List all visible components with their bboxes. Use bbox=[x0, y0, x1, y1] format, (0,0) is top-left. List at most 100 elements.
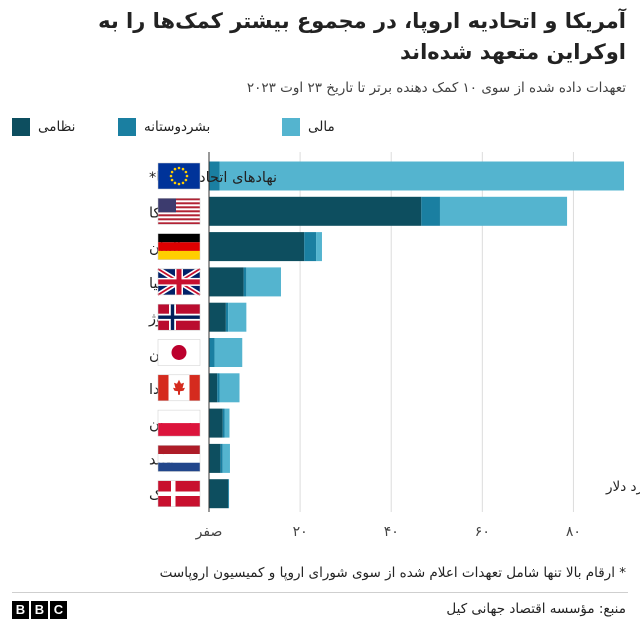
flag-border bbox=[157, 445, 201, 472]
bbc-logo-letter: B bbox=[31, 601, 48, 619]
x-axis-unit-label: میلیارد دلار bbox=[605, 479, 640, 495]
flag-part bbox=[158, 212, 200, 215]
flag-part bbox=[158, 410, 200, 424]
flag-part bbox=[158, 445, 200, 455]
flag-part bbox=[181, 167, 185, 171]
flag-part bbox=[158, 222, 200, 225]
flag-part bbox=[184, 170, 188, 174]
flag-part bbox=[158, 315, 200, 319]
bar-segment bbox=[209, 479, 229, 509]
flag-eu-icon bbox=[157, 162, 201, 190]
bar-segment bbox=[246, 267, 281, 297]
flag-part bbox=[184, 178, 188, 182]
chart-subtitle: تعهدات داده شده از سوی ۱۰ کمک دهنده برتر… bbox=[246, 80, 626, 96]
bar-segment bbox=[217, 373, 220, 403]
legend-swatch-military bbox=[12, 118, 30, 136]
legend-label-military: نظامی bbox=[38, 119, 76, 135]
bar-segment bbox=[209, 443, 221, 473]
bar-segment bbox=[222, 408, 225, 438]
flag-part bbox=[170, 178, 174, 182]
x-tick-label: ۲۰ bbox=[293, 524, 308, 540]
x-tick-label: ۸۰ bbox=[566, 524, 581, 540]
footer-divider bbox=[12, 592, 628, 593]
flag-nl-icon bbox=[157, 445, 201, 472]
flag-part bbox=[158, 233, 200, 243]
flag-border bbox=[157, 480, 201, 507]
bar-segment bbox=[209, 338, 215, 367]
bar-segment bbox=[439, 196, 568, 226]
flag-part bbox=[185, 174, 189, 178]
flag-part bbox=[173, 379, 185, 395]
bar-segment bbox=[209, 267, 244, 297]
flag-part bbox=[158, 206, 200, 209]
bar-segment bbox=[209, 302, 226, 332]
flag-part bbox=[177, 182, 181, 186]
bbc-logo-letter: C bbox=[50, 601, 67, 619]
flag-part bbox=[158, 204, 200, 207]
bar-segment bbox=[228, 479, 230, 509]
legend: نظامی بشردوستانه مالی bbox=[12, 118, 512, 138]
bar-segment bbox=[209, 373, 218, 403]
flag-de-icon bbox=[157, 233, 201, 260]
bar-segment bbox=[209, 232, 305, 262]
flag-part bbox=[189, 374, 200, 401]
flag-pl-icon bbox=[157, 409, 201, 437]
flag-part bbox=[158, 250, 200, 260]
flag-border bbox=[157, 339, 201, 366]
flag-part bbox=[158, 198, 200, 201]
legend-swatch-financial bbox=[282, 118, 300, 136]
flag-border bbox=[157, 303, 201, 331]
flag-part bbox=[171, 345, 187, 360]
flag-no-icon bbox=[157, 303, 201, 331]
x-tick-label: ۶۰ bbox=[475, 524, 490, 540]
flag-border bbox=[157, 374, 201, 402]
flag-part bbox=[158, 200, 200, 203]
legend-label-financial: مالی bbox=[308, 119, 335, 135]
flag-part bbox=[158, 279, 200, 285]
flag-border bbox=[157, 162, 201, 190]
flag-part bbox=[169, 174, 173, 178]
flag-part bbox=[158, 220, 200, 223]
bbc-logo-letter: B bbox=[12, 601, 29, 619]
legend-label-humanitarian: بشردوستانه bbox=[144, 119, 211, 135]
flag-us-icon bbox=[157, 198, 201, 225]
bar-segment bbox=[304, 232, 317, 262]
flag-dk-icon bbox=[157, 480, 201, 507]
bar-segment bbox=[224, 408, 230, 438]
flag-part bbox=[158, 374, 169, 401]
bar-segment bbox=[316, 232, 322, 262]
bar-segment bbox=[219, 161, 625, 191]
bar-segment bbox=[209, 161, 220, 191]
bar-segment bbox=[209, 196, 422, 226]
flag-gb-icon bbox=[156, 266, 202, 298]
flag-part bbox=[158, 218, 200, 221]
flag-part bbox=[158, 202, 200, 205]
bar-segment bbox=[209, 408, 223, 438]
bar-segment bbox=[220, 443, 223, 473]
flag-part bbox=[158, 462, 200, 472]
bar-segment bbox=[222, 443, 230, 473]
bar-segment bbox=[243, 267, 247, 297]
flag-part bbox=[173, 181, 177, 185]
flag-part bbox=[181, 181, 185, 185]
flag-part bbox=[158, 214, 200, 217]
bar-segment bbox=[421, 196, 440, 226]
footnote: * ارقام بالا تنها شامل تعهدات اعلام شده … bbox=[159, 565, 626, 581]
flag-part bbox=[173, 167, 177, 171]
chart-title: آمریکا و اتحادیه اروپا، در مجموع بیشتر ک… bbox=[98, 9, 626, 64]
flag-part bbox=[158, 423, 200, 437]
source-credit: منبع: مؤسسه اقتصاد جهانی کیل bbox=[446, 601, 626, 617]
flag-border bbox=[157, 198, 201, 225]
legend-swatch-humanitarian bbox=[118, 118, 136, 136]
flag-border bbox=[157, 233, 201, 260]
flag-part bbox=[158, 242, 200, 251]
bar-segment bbox=[219, 373, 240, 403]
flag-part bbox=[158, 208, 200, 211]
bar-segment bbox=[214, 338, 243, 367]
x-tick-label: ۴۰ bbox=[384, 524, 399, 540]
flag-part bbox=[158, 198, 176, 213]
flag-part bbox=[170, 170, 174, 174]
bar-segment bbox=[228, 302, 247, 332]
flag-border bbox=[157, 409, 201, 437]
